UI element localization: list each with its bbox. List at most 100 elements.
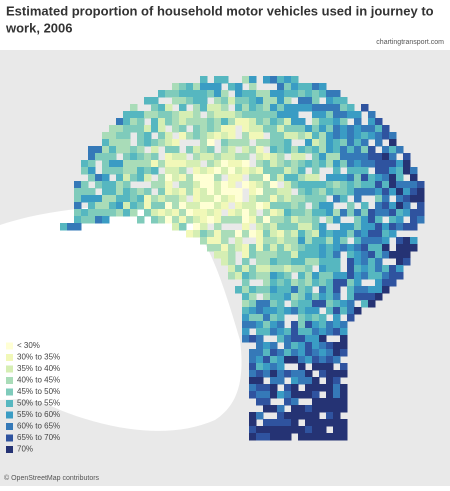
- suburb-area: [284, 181, 292, 189]
- suburb-area: [326, 181, 334, 189]
- suburb-area: [242, 251, 250, 259]
- suburb-area: [186, 181, 194, 189]
- suburb-area: [200, 237, 208, 245]
- suburb-area: [207, 90, 215, 98]
- suburb-area: [193, 146, 201, 154]
- suburb-area: [284, 398, 292, 406]
- suburb-area: [326, 90, 334, 98]
- suburb-area: [270, 146, 278, 154]
- suburb-area: [242, 76, 250, 84]
- suburb-area: [158, 202, 166, 210]
- suburb-area: [123, 160, 131, 168]
- suburb-area: [298, 272, 306, 280]
- suburb-area: [291, 398, 299, 406]
- suburb-area: [95, 146, 103, 154]
- suburb-area: [368, 251, 376, 259]
- suburb-area: [326, 398, 334, 406]
- suburb-area: [389, 167, 397, 175]
- suburb-area: [221, 188, 229, 196]
- suburb-area: [333, 97, 341, 105]
- suburb-area: [354, 153, 362, 161]
- suburb-area: [305, 188, 313, 196]
- suburb-area: [291, 202, 299, 210]
- suburb-area: [193, 230, 201, 238]
- suburb-area: [151, 125, 159, 133]
- suburb-area: [375, 118, 383, 126]
- suburb-area: [221, 146, 229, 154]
- suburb-area: [165, 216, 173, 224]
- suburb-area: [270, 139, 278, 147]
- suburb-area: [291, 251, 299, 259]
- legend-label: 45% to 50%: [17, 387, 60, 396]
- suburb-area: [242, 300, 250, 308]
- suburb-area: [354, 118, 362, 126]
- suburb-area: [249, 174, 257, 182]
- suburb-area: [361, 160, 369, 168]
- suburb-area: [326, 111, 334, 119]
- suburb-area: [375, 209, 383, 217]
- suburb-area: [298, 181, 306, 189]
- suburb-area: [116, 132, 124, 140]
- suburb-area: [305, 272, 313, 280]
- suburb-area: [319, 279, 327, 287]
- suburb-area: [333, 153, 341, 161]
- suburb-area: [382, 209, 390, 217]
- suburb-area: [158, 181, 166, 189]
- suburb-area: [354, 167, 362, 175]
- suburb-area: [263, 279, 271, 287]
- suburb-area: [270, 433, 278, 441]
- suburb-area: [312, 223, 320, 231]
- suburb-area: [375, 132, 383, 140]
- suburb-area: [326, 258, 334, 266]
- suburb-area: [326, 419, 334, 427]
- suburb-area: [382, 230, 390, 238]
- suburb-area: [256, 146, 264, 154]
- suburb-area: [312, 209, 320, 217]
- suburb-area: [347, 223, 355, 231]
- suburb-area: [130, 174, 138, 182]
- suburb-area: [305, 230, 313, 238]
- suburb-area: [333, 251, 341, 259]
- suburb-area: [333, 370, 341, 378]
- suburb-area: [354, 195, 362, 203]
- suburb-area: [403, 237, 411, 245]
- suburb-area: [102, 167, 110, 175]
- suburb-area: [319, 125, 327, 133]
- suburb-area: [256, 97, 264, 105]
- suburb-area: [312, 412, 320, 420]
- suburb-area: [137, 146, 145, 154]
- suburb-area: [179, 181, 187, 189]
- suburb-area: [158, 125, 166, 133]
- suburb-area: [116, 125, 124, 133]
- suburb-area: [319, 426, 327, 434]
- suburb-area: [123, 181, 131, 189]
- suburb-area: [249, 76, 257, 84]
- suburb-area: [228, 244, 236, 252]
- suburb-area: [193, 132, 201, 140]
- suburb-area: [102, 132, 110, 140]
- suburb-area: [312, 391, 320, 399]
- suburb-area: [375, 216, 383, 224]
- suburb-area: [81, 216, 89, 224]
- suburb-area: [347, 202, 355, 210]
- suburb-area: [305, 216, 313, 224]
- suburb-area: [263, 265, 271, 273]
- suburb-area: [312, 300, 320, 308]
- suburb-area: [277, 153, 285, 161]
- suburb-area: [221, 237, 229, 245]
- suburb-area: [277, 405, 285, 413]
- suburb-area: [284, 111, 292, 119]
- suburb-area: [88, 195, 96, 203]
- suburb-area: [347, 146, 355, 154]
- suburb-area: [214, 188, 222, 196]
- suburb-area: [298, 314, 306, 322]
- suburb-area: [326, 293, 334, 301]
- suburb-area: [270, 237, 278, 245]
- suburb-area: [277, 160, 285, 168]
- suburb-area: [109, 202, 117, 210]
- suburb-area: [221, 139, 229, 147]
- suburb-area: [235, 111, 243, 119]
- suburb-area: [396, 174, 404, 182]
- suburb-area: [228, 272, 236, 280]
- suburb-area: [270, 426, 278, 434]
